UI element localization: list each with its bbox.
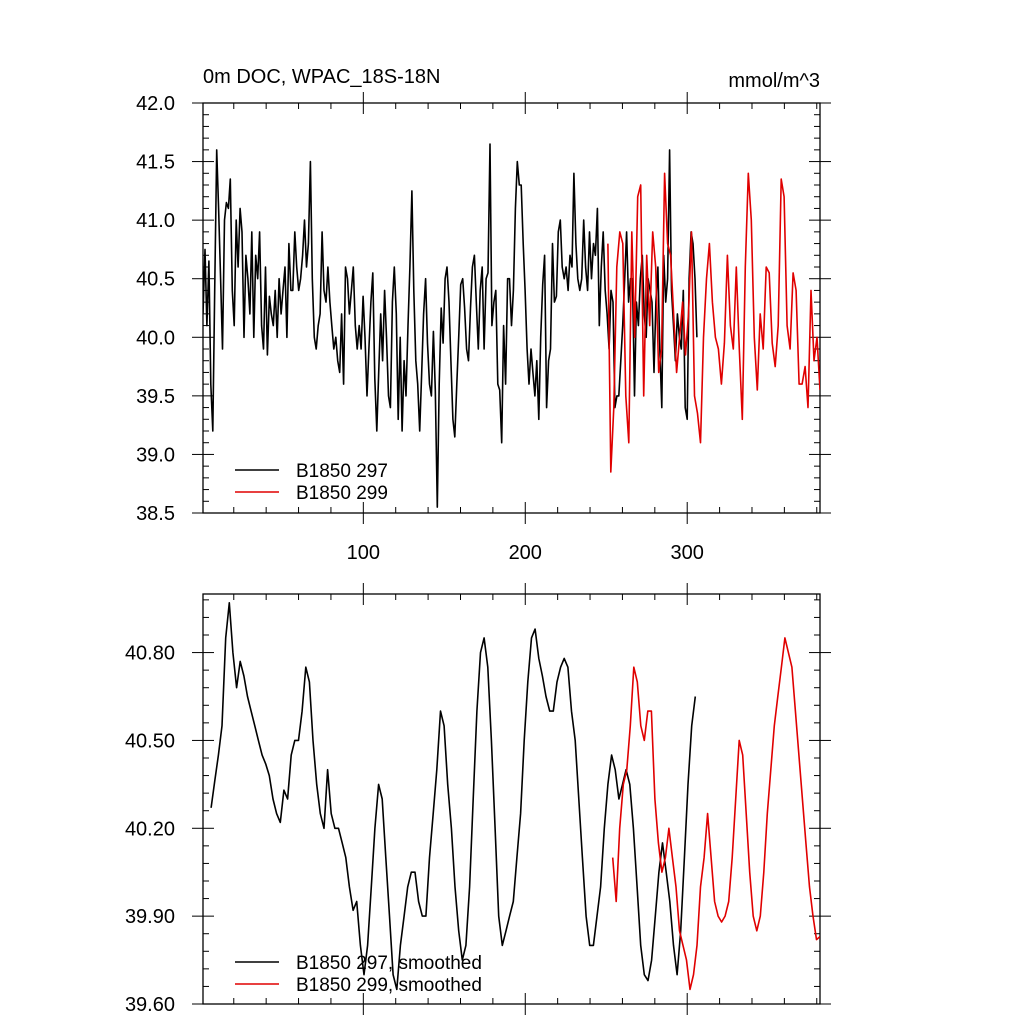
series-line-b — [611, 637, 820, 991]
plot-frame — [202, 593, 821, 1005]
y-tick-label: 39.90 — [125, 906, 175, 928]
legend-label: B1850 297, smoothed — [296, 953, 482, 974]
legend-label: B1850 299 — [296, 483, 388, 504]
series-line-a — [210, 601, 697, 991]
y-tick-label: 41.5 — [136, 152, 175, 174]
y-tick-label: 40.20 — [125, 818, 175, 840]
y-tick-label: 42.0 — [136, 93, 175, 115]
y-tick-label: 39.5 — [136, 386, 175, 408]
x-tick-label: 100 — [347, 542, 380, 564]
y-tick-label: 39.60 — [125, 994, 175, 1016]
series-line-a — [203, 143, 698, 508]
y-tick-label: 38.5 — [136, 503, 175, 525]
units-label: mmol/m^3 — [728, 70, 820, 92]
y-tick-label: 40.0 — [136, 327, 175, 349]
y-tick-label: 41.0 — [136, 210, 175, 232]
y-tick-label: 40.5 — [136, 269, 175, 291]
series-line-b — [607, 172, 820, 473]
y-tick-label: 39.0 — [136, 444, 175, 466]
y-tick-label: 40.50 — [125, 730, 175, 752]
legend-label: B1850 297 — [296, 461, 388, 482]
chart-title: 0m DOC, WPAC_18S-18N — [203, 66, 440, 88]
bottom-panel: 39.60 39.90 40.20 40.50 40.80 B1850 297, smoo… — [125, 583, 831, 1016]
legend-label: B1850 299, smoothed — [296, 975, 482, 996]
x-tick-label: 300 — [671, 542, 704, 564]
top-panel: 38.5 39.0 39.5 40.0 40.5 41.0 41.5 42.0 100 200 30… — [136, 92, 831, 564]
y-tick-label: 40.80 — [125, 643, 175, 665]
x-tick-label: 200 — [509, 542, 542, 564]
